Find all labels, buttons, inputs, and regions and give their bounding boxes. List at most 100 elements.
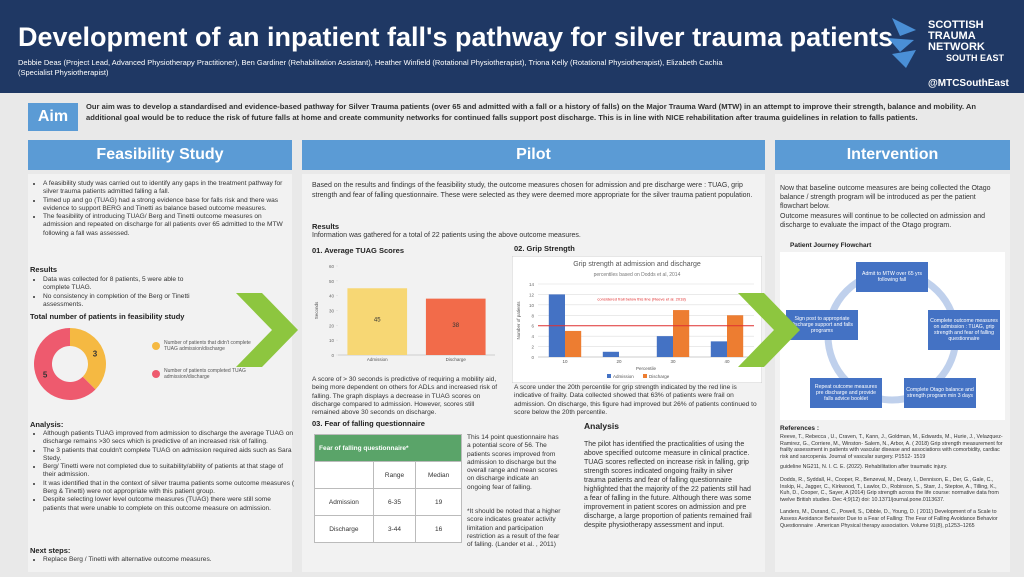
logo-mark [888,18,916,68]
subheading: References : [780,425,820,432]
y-tick-label: 20 [329,323,335,328]
bullet: No consistency in completion of the Berg… [43,293,193,310]
bullet: Berg/ Tinetti were not completed due to … [43,463,295,480]
flow-node: Complete Otago balance and strength prog… [904,378,976,408]
subheading: 02. Grip Strength [514,244,575,253]
bar [425,298,486,355]
flowchart: Admit to MTW over 65 yrs following fall … [780,252,1005,420]
column [28,174,292,572]
bullet: The 3 patients that couldn't complete TU… [43,447,295,464]
bullet: The feasibility of introducing TUAG/ Ber… [43,213,293,238]
bar [565,330,582,357]
bullet: Although patients TUAG improved from adm… [43,430,295,447]
paragraph: Information was gathered for a total of … [312,232,581,239]
bullet: Despite selecting lower level outcome me… [43,496,295,513]
chart-title: Total number of patients in feasibility … [30,312,185,321]
bar [656,336,673,357]
legend-text: Number of patients completed TUAG admiss… [164,368,246,380]
subheading: Next steps: [30,546,71,555]
authors: Debbie Deas (Project Lead, Advanced Phys… [18,58,723,67]
bar [347,288,408,355]
table-cell: 3-44 [372,515,417,543]
y-tick-label: 0 [531,355,534,360]
y-tick-label: 0 [331,353,334,358]
bar-chart: 0 10 20 30 40 50 60 Seconds Admission 45 Discharge… [314,264,495,362]
reference: Reeve, T., Rebecca , U., Craven, T., Kan… [780,434,1003,460]
x-tick-label: 20 [616,359,622,364]
table-cell: Discharge [314,515,374,543]
x-tick-label: 40 [724,359,730,364]
table-cell: 16 [415,515,462,543]
section-heading: Feasibility Study [28,140,292,170]
twitter: @MTCSouthEast [928,78,1009,89]
bar [710,341,727,357]
table-cell [314,461,374,489]
section-heading: Intervention [775,140,1010,170]
subheading: 01. Average TUAG Scores [312,246,404,255]
legend-swatch [152,370,160,378]
legend-swatch [643,374,647,378]
flow-node: Repeat outcome measures pre discharge an… [810,378,882,408]
data-label: 3 [93,350,98,359]
subheading: Results [30,265,58,274]
logo-text: SOUTH EAST [946,53,1005,63]
table-cell: Admission [314,488,374,516]
chart-title: Grip strength at admission and discharge [573,261,701,268]
bullet-list: A feasibility study was carried out to i… [34,180,293,238]
x-axis-label: Percentile [636,366,657,371]
aim-text: Our aim was to develop a standardised an… [86,102,977,122]
reference: Landers, M., Durand, C., Powell, S., Dib… [780,509,998,529]
legend-text: Number of patients that didn't complete … [164,340,251,352]
flow-node: Admit to MTW over 65 yrs following fall [856,262,928,292]
data-label: 45 [374,318,381,324]
y-tick-label: 10 [329,338,335,343]
bullet: Data was collected for 8 patients, 5 wer… [43,276,193,293]
bullet: Replace Berg / Tinetti with alternative … [43,556,295,564]
subheading: Patient Journey Flowchart [790,242,872,249]
legend-entry: Discharge [649,374,670,379]
flow-node: Sign post to appropriate discharge suppo… [786,310,858,340]
logo-text: SCOTTISH [928,19,984,31]
chart-subtitle: percentiles based on Dodds et al, 2014 [594,272,681,278]
data-label: 5 [43,370,48,379]
flow-node: Complete outcome measures on admission :… [928,310,1000,350]
y-tick-label: 60 [329,264,335,269]
paragraph: Based on the results and findings of the… [312,182,753,199]
pie-slice [33,328,96,400]
y-tick-label: 4 [531,334,534,339]
caption: A score under the 20th percentile for gr… [514,384,757,416]
authors: (Specialist Physiotherapist) [18,68,109,77]
paragraph: Outcome measures will continue to be col… [780,213,986,229]
logo-text: TRAUMA [928,30,976,42]
bullet-list: Although patients TUAG improved from adm… [34,430,295,513]
y-tick-label: 6 [531,324,534,329]
bar-chart: Grip strength at admission and discharge… [512,256,762,383]
y-tick-label: 2 [531,345,534,350]
y-tick-label: 14 [529,282,535,287]
reference: Dodds, R., Syddall, H., Cooper, R., Benz… [780,476,999,503]
bullet-list: Replace Berg / Tinetti with alternative … [34,556,295,564]
subheading: Results [312,222,340,231]
legend-swatch [152,342,160,350]
caption: A score of > 30 seconds is predictive of… [312,376,498,417]
x-tick-label: 30 [670,359,676,364]
subheading: 03. Fear of falling questionnaire [312,419,425,428]
y-tick-label: 30 [329,309,335,314]
section-heading: Pilot [302,140,765,170]
logo-text: NETWORK [928,41,985,53]
table-cell: 6-35 [372,488,417,516]
bullet: Timed up and go (TUAG) had a strong evid… [43,197,293,214]
table: Fear of falling questionnaire* Range Medi… [314,434,462,543]
donut-chart: 3 Number of patients that didn't complete… [33,328,251,400]
legend-entry: Number of patients that didn't complete … [164,340,251,352]
y-axis-label: Number of patients [516,301,521,340]
bullet: It was identified that in the context of… [43,480,295,497]
legend-entry: Admission [613,374,634,379]
y-tick-label: 40 [329,294,335,299]
paragraph: This 14 point questionnaire has a potent… [467,434,559,491]
y-tick-label: 8 [531,313,534,318]
table-header: Range [372,461,417,489]
legend-swatch [607,374,611,378]
y-tick-label: 10 [529,303,535,308]
